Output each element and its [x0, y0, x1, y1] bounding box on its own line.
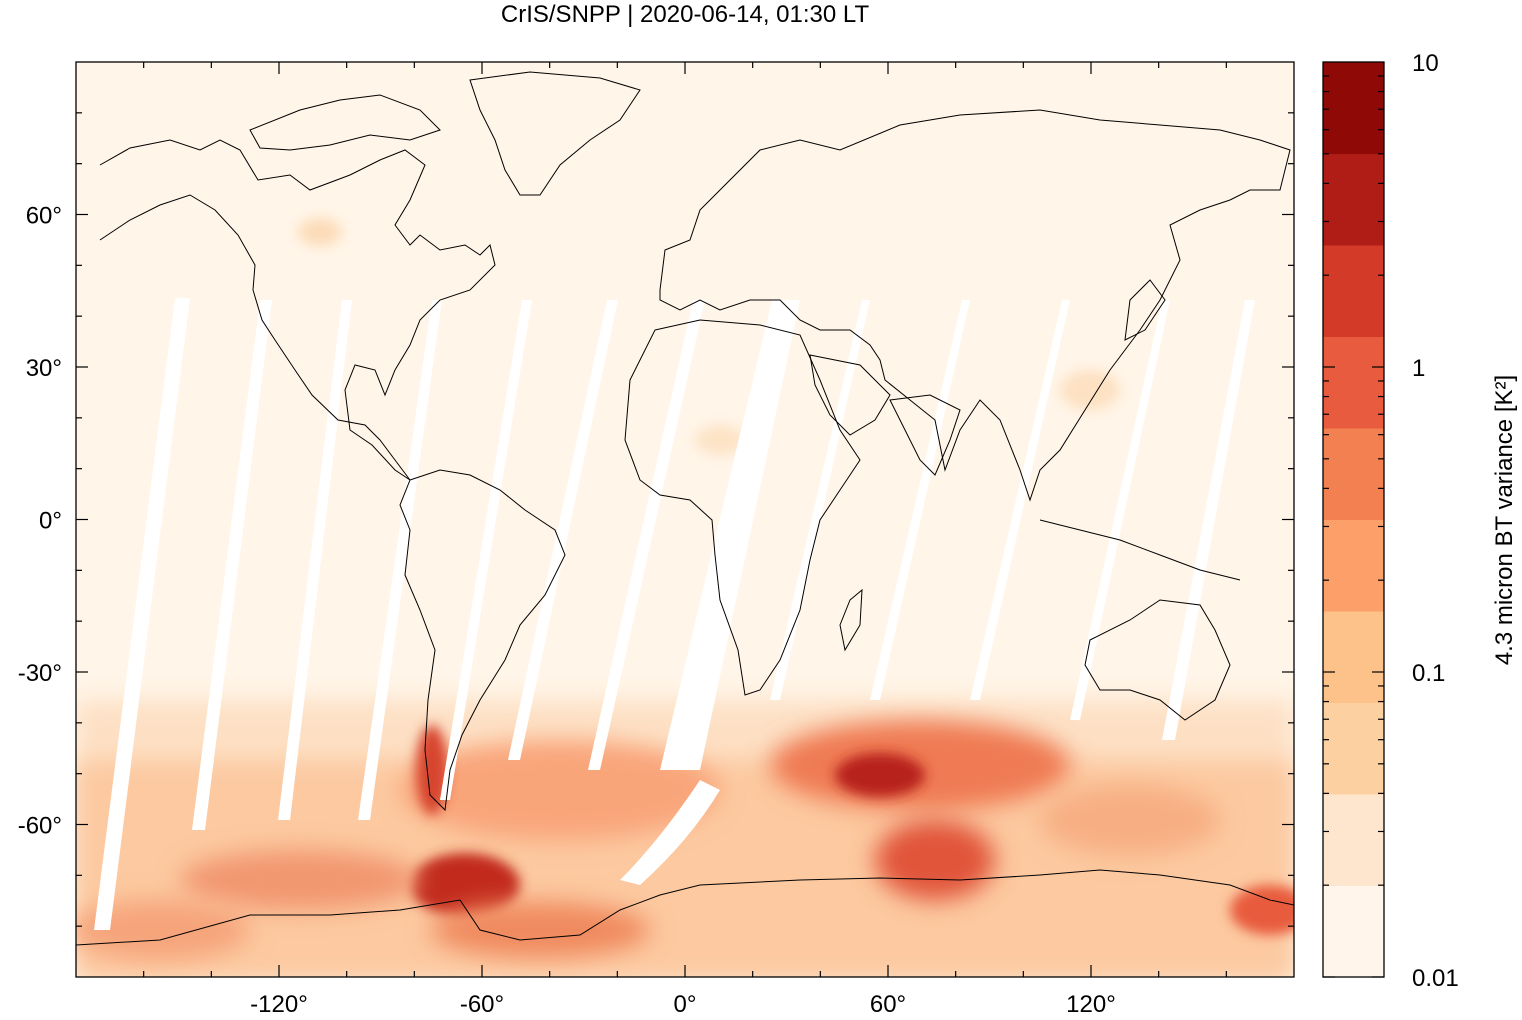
- colorbar-band: [1323, 702, 1384, 795]
- map-tick-marks: [76, 62, 1294, 977]
- colorbar-band: [1323, 62, 1384, 154]
- coast-australia: [1084, 599, 1231, 721]
- coast-africa: [624, 319, 861, 696]
- lat-tick-label: 0°: [39, 508, 62, 535]
- variance-blob-kerguelen: [875, 820, 995, 900]
- colorbar-band: [1323, 153, 1384, 246]
- lon-tick-label: 60°: [870, 991, 906, 1018]
- variance-patch-canada: [298, 218, 342, 246]
- plot-title: CrIS/SNPP | 2020-06-14, 01:30 LT: [500, 1, 870, 28]
- variance-patch-china: [1060, 370, 1120, 410]
- coast-europe-asia: [659, 109, 1291, 502]
- colorbar-band: [1323, 885, 1384, 978]
- coast-greenland: [469, 71, 641, 196]
- colorbar-band: [1323, 245, 1384, 337]
- variance-blob-south-west: [76, 900, 250, 960]
- colorbar-bands: [1323, 62, 1384, 978]
- colorbar-title: 4.3 micron BT variance [K²]: [1491, 375, 1518, 665]
- coast-north-america: [99, 139, 496, 481]
- coast-india: [889, 394, 961, 476]
- lat-tick-label: -60°: [18, 813, 62, 840]
- colorbar-band: [1323, 611, 1384, 703]
- variance-patch-sahara: [695, 425, 745, 455]
- lat-tick-label: 30°: [26, 355, 62, 382]
- coast-madagascar: [839, 588, 863, 652]
- colorbar-band: [1323, 519, 1384, 612]
- variance-blob-south-pacific: [180, 850, 420, 910]
- coast-antarctica: [76, 869, 1294, 946]
- lon-tick-label: -60°: [460, 991, 504, 1018]
- colorbar-tick-label: 0.1: [1412, 660, 1445, 687]
- colorbar-band: [1323, 336, 1384, 429]
- variance-blob-south-east: [1040, 785, 1220, 855]
- colorbar-tick-label: 1: [1412, 355, 1425, 382]
- variance-blob-indian-core: [835, 753, 925, 797]
- lon-tick-label: 120°: [1066, 991, 1116, 1018]
- variance-blob-weddell: [430, 902, 650, 958]
- variance-blob-drake: [410, 853, 520, 917]
- colorbar-tick-label: 0.01: [1412, 965, 1459, 992]
- variance-blob-ross-sea: [1230, 885, 1294, 935]
- colorbar-tick-marks: [1323, 75, 1384, 978]
- colorbar-frame: [1322, 61, 1385, 978]
- map-tick-labels: -120° -60° 0° 60° 120° 60° 30° 0° -30° -60°: [18, 203, 1116, 1019]
- variance-blob-south-atlantic: [400, 740, 720, 840]
- map-plot-area: [76, 62, 1294, 977]
- coast-arabia: [809, 354, 891, 436]
- colorbar-tick-label: 10: [1412, 50, 1439, 77]
- colorbar: 10 1 0.1 0.01 4.3 micron BT variance [K²]: [1322, 50, 1518, 992]
- lat-tick-label: -30°: [18, 660, 62, 687]
- colorbar-band: [1323, 428, 1384, 520]
- colorbar-tick-labels: 10 1 0.1 0.01: [1412, 50, 1459, 992]
- lat-tick-label: 60°: [26, 203, 62, 230]
- coast-southeast-asia-islands: [1039, 519, 1241, 581]
- coast-japan: [1124, 279, 1166, 341]
- lon-tick-label: -120°: [250, 991, 308, 1018]
- variance-field: [76, 218, 1294, 977]
- coastlines: [76, 71, 1294, 946]
- coast-arctic-islands: [249, 94, 441, 151]
- lon-tick-label: 0°: [674, 991, 697, 1018]
- colorbar-band: [1323, 794, 1384, 886]
- variance-blob-patagonia: [416, 725, 448, 815]
- orbit-gaps: [94, 298, 1255, 930]
- coast-south-america: [399, 469, 566, 812]
